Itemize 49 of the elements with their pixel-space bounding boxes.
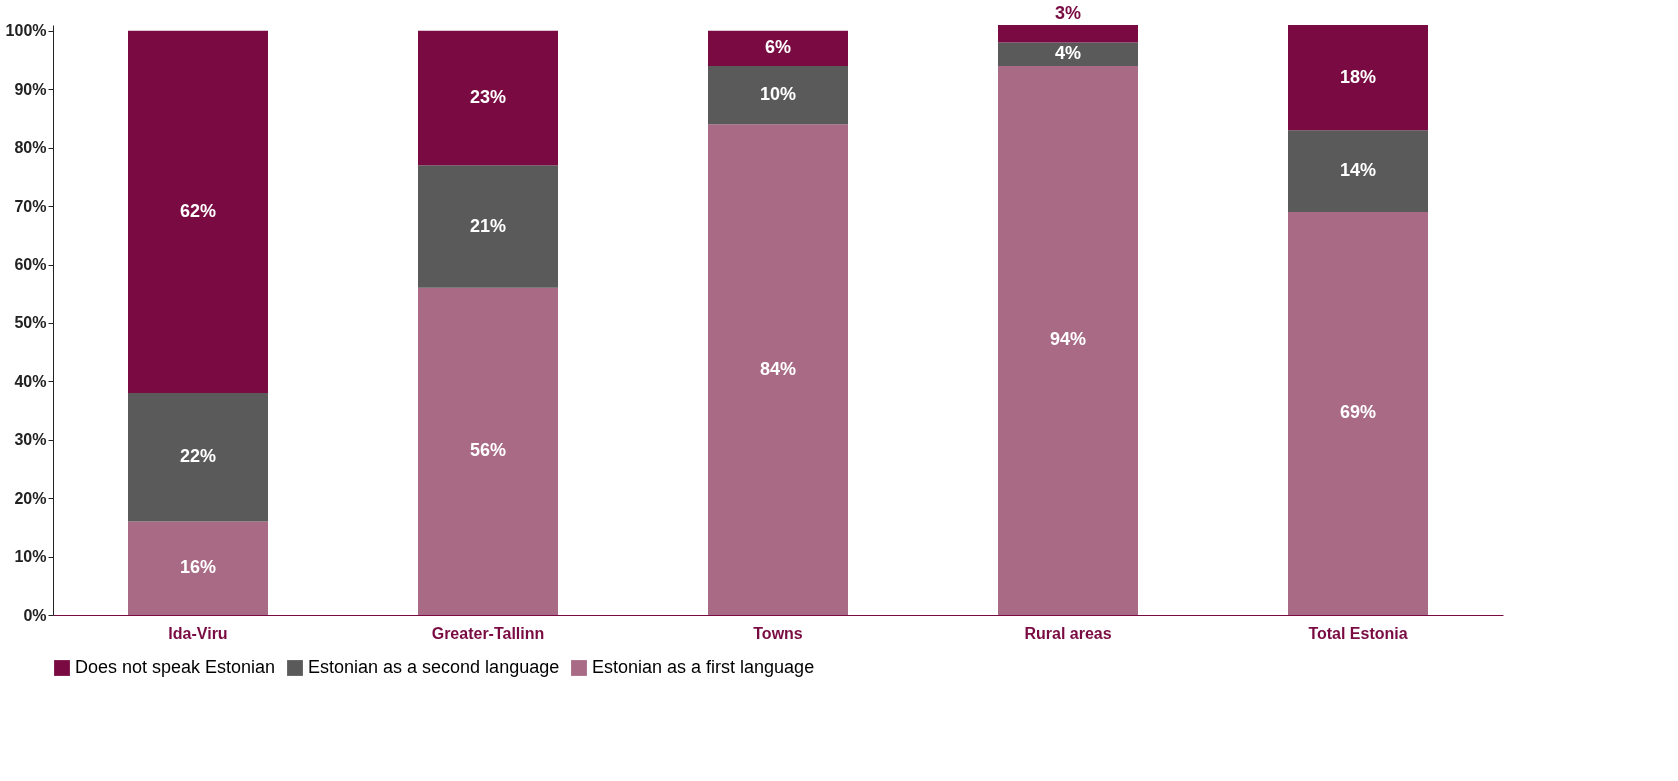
bar	[1288, 211, 1428, 615]
y-tick-label: 70%	[14, 197, 47, 215]
y-tick-label: 50%	[14, 314, 47, 332]
data-label: 16%	[179, 557, 217, 578]
data-label: 84%	[759, 358, 797, 379]
bar	[708, 65, 848, 125]
data-label: 3%	[1054, 3, 1082, 23]
bar	[418, 165, 558, 288]
legend-label: Estonian as a first language	[592, 657, 815, 677]
bar	[128, 521, 268, 615]
bar	[1288, 25, 1428, 131]
legend-label: Does not speak Estonian	[75, 657, 276, 677]
legend-label: Estonian as a second language	[308, 657, 560, 677]
y-tick-label: 90%	[14, 80, 47, 98]
y-tick-label: 10%	[14, 548, 47, 566]
bar	[708, 124, 848, 615]
data-label: 94%	[1049, 329, 1087, 350]
bar	[998, 42, 1138, 66]
data-label: 56%	[469, 440, 507, 461]
bar	[128, 393, 268, 522]
x-tick-label: Rural areas	[1024, 624, 1112, 642]
bar	[1288, 130, 1428, 212]
data-label: 69%	[1339, 402, 1377, 423]
bar	[998, 25, 1138, 43]
y-tick-label: 0%	[23, 606, 47, 624]
data-label: 4%	[1054, 43, 1082, 64]
bar	[418, 30, 558, 166]
y-tick-label: 20%	[14, 489, 47, 507]
data-label: 14%	[1339, 160, 1377, 181]
y-tick-label: 40%	[14, 372, 47, 390]
data-label: 62%	[179, 200, 217, 221]
x-tick-label: Total Estonia	[1308, 624, 1408, 642]
x-tick-label: Ida-Viru	[168, 624, 228, 642]
bar	[708, 30, 848, 66]
bar	[998, 65, 1138, 615]
y-tick-label: 80%	[14, 139, 47, 157]
data-label: 23%	[469, 87, 507, 108]
x-tick-label: Towns	[753, 624, 803, 642]
y-tick-label: 100%	[5, 22, 47, 40]
y-tick-label: 60%	[14, 256, 47, 273]
data-label: 22%	[179, 446, 217, 467]
bar	[418, 287, 558, 615]
data-label: 18%	[1339, 66, 1377, 87]
data-label: 21%	[469, 215, 507, 236]
data-label: 6%	[764, 37, 792, 58]
bar	[128, 30, 268, 394]
x-tick-label: Greater-Tallinn	[431, 624, 545, 642]
data-label: 10%	[759, 84, 797, 105]
y-tick-label: 30%	[14, 431, 47, 449]
